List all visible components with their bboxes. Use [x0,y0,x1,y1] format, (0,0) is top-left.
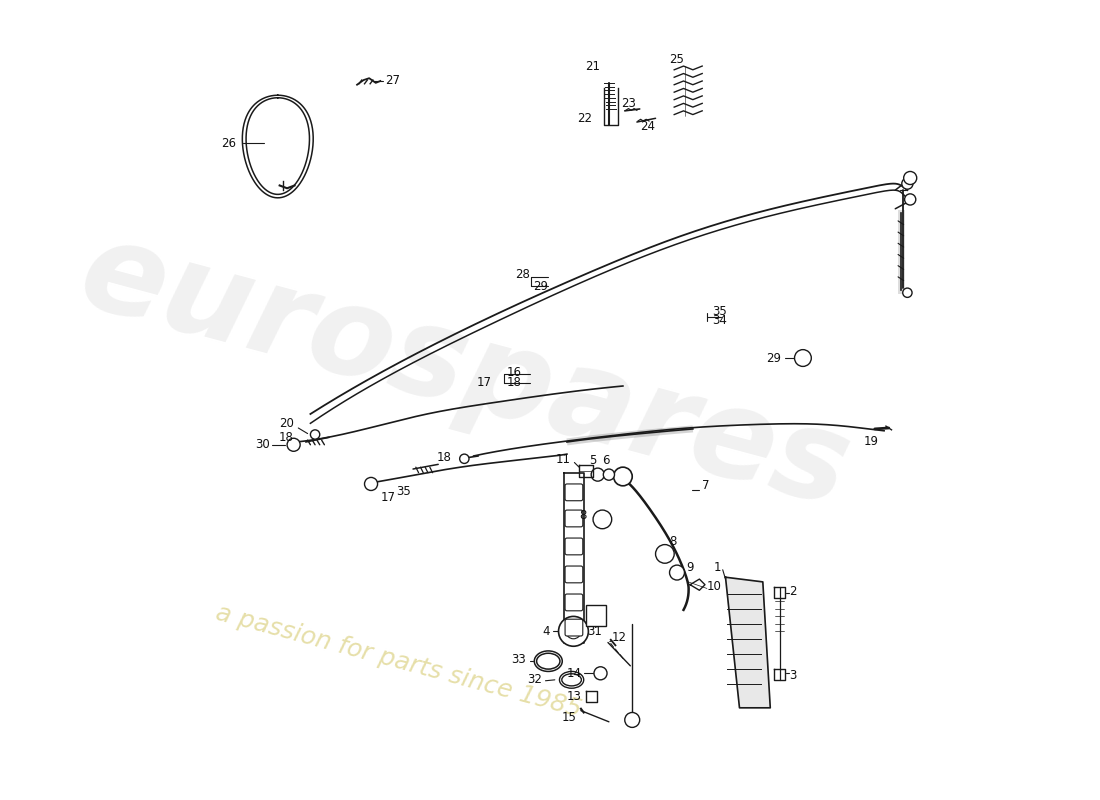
Circle shape [364,478,377,490]
Text: 11: 11 [556,453,571,466]
Text: 12: 12 [612,631,627,644]
Text: 29: 29 [534,280,548,293]
Circle shape [310,430,320,439]
Text: 2: 2 [789,585,796,598]
Polygon shape [726,578,770,708]
Text: 32: 32 [527,674,541,686]
Text: 19: 19 [864,435,879,449]
Circle shape [559,617,588,646]
Circle shape [794,350,812,366]
Circle shape [603,469,615,480]
Text: a passion for parts since 1985: a passion for parts since 1985 [213,601,584,722]
Text: 25: 25 [670,53,684,66]
Circle shape [593,510,612,529]
Text: 18: 18 [278,431,294,444]
Text: 8: 8 [579,509,586,522]
Text: 21: 21 [585,59,601,73]
Text: 7: 7 [702,479,710,492]
Text: 28: 28 [515,267,529,281]
Text: 34: 34 [713,314,727,327]
Text: 33: 33 [512,653,526,666]
FancyBboxPatch shape [565,510,583,527]
Text: 15: 15 [561,710,576,724]
Text: 35: 35 [713,305,727,318]
Circle shape [460,454,469,463]
FancyBboxPatch shape [585,606,606,626]
Circle shape [625,713,640,727]
Text: 14: 14 [566,667,582,680]
Circle shape [670,565,684,580]
Text: 26: 26 [221,137,235,150]
Text: 35: 35 [396,485,411,498]
Text: 17: 17 [381,491,395,505]
Text: 18: 18 [506,376,521,389]
Text: 9: 9 [686,562,694,574]
FancyBboxPatch shape [565,484,583,501]
Text: 31: 31 [587,625,603,638]
Circle shape [902,178,913,189]
Text: eurospares: eurospares [67,211,861,533]
FancyBboxPatch shape [565,594,583,611]
Text: 18: 18 [437,451,451,464]
FancyBboxPatch shape [565,619,583,636]
Circle shape [566,624,581,638]
FancyBboxPatch shape [565,538,583,555]
Text: 22: 22 [578,112,592,125]
Circle shape [591,468,604,481]
Text: 10: 10 [707,580,722,593]
Text: 13: 13 [566,690,582,703]
Circle shape [903,288,912,298]
Text: 5: 5 [590,454,596,467]
Text: 27: 27 [385,74,400,87]
Text: 20: 20 [278,417,294,430]
Text: 23: 23 [621,97,636,110]
Text: 1: 1 [713,562,721,574]
Text: 16: 16 [506,366,521,378]
Text: 6: 6 [603,454,609,467]
Circle shape [904,194,916,205]
Text: 29: 29 [767,351,781,365]
Circle shape [614,467,632,486]
Text: 24: 24 [640,120,656,133]
Circle shape [287,438,300,451]
Text: 30: 30 [255,438,271,451]
Text: 4: 4 [542,625,550,638]
Circle shape [904,171,916,185]
Circle shape [656,545,674,563]
Text: 8: 8 [670,535,676,548]
Text: 3: 3 [789,669,796,682]
FancyBboxPatch shape [565,566,583,583]
Text: 17: 17 [476,376,492,389]
Circle shape [594,666,607,680]
